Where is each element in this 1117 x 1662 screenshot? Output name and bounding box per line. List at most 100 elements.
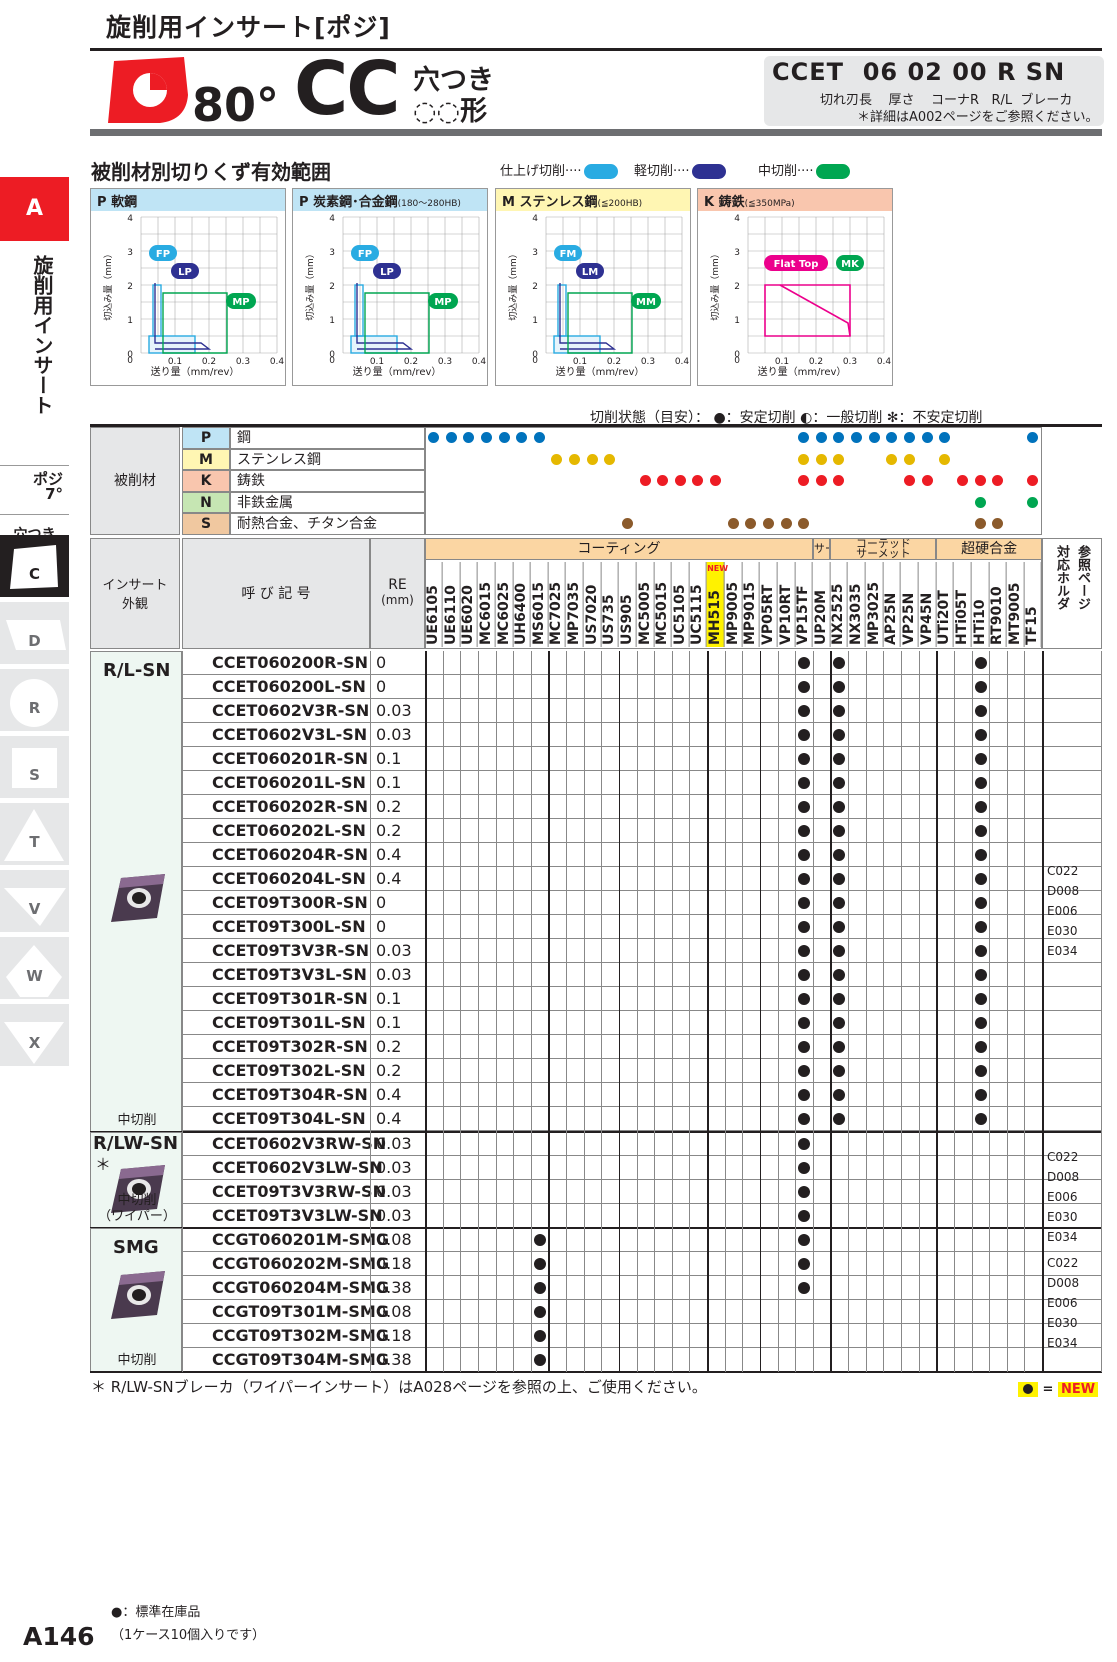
insert-designation[interactable]: CCET09T302R-SN bbox=[212, 1037, 368, 1057]
cutting-state-mark bbox=[815, 453, 827, 465]
shape-tab-x[interactable]: X bbox=[0, 1004, 69, 1068]
holder-ref-page[interactable]: E030 bbox=[1047, 1315, 1078, 1330]
cutting-state-mark bbox=[992, 518, 1004, 529]
insert-designation[interactable]: CCET0602V3LW-SN bbox=[212, 1157, 383, 1177]
insert-designation[interactable]: CCET09T300R-SN bbox=[212, 893, 368, 912]
stock-dot bbox=[833, 824, 846, 837]
svg-text:4: 4 bbox=[532, 214, 538, 224]
holder-ref-page[interactable]: C022 bbox=[1047, 863, 1079, 878]
cutting-state-mark bbox=[1027, 475, 1039, 486]
re-header: RE (mm) bbox=[370, 537, 425, 649]
insert-designation[interactable]: CCGT09T304M-SMG bbox=[212, 1349, 389, 1369]
svg-text:FP: FP bbox=[358, 249, 372, 260]
stock-dot bbox=[833, 945, 846, 958]
shape-tab-r[interactable]: R bbox=[0, 669, 69, 733]
holder-ref-page[interactable]: E030 bbox=[1047, 1209, 1078, 1224]
insert-designation[interactable]: CCET09T302L-SN bbox=[212, 1061, 366, 1081]
stock-dot bbox=[974, 1017, 987, 1030]
group-rule bbox=[90, 1371, 1102, 1373]
holder-ref-page[interactable]: E034 bbox=[1047, 1229, 1078, 1244]
holder-ref-page[interactable]: E034 bbox=[1047, 943, 1078, 958]
insert-designation[interactable]: CCET060202R-SN bbox=[212, 796, 368, 816]
insert-designation[interactable]: CCET09T3V3RW-SN bbox=[212, 1181, 386, 1201]
insert-designation[interactable]: CCET09T304L-SN bbox=[212, 1109, 366, 1129]
grade-mp3025: MP3025 bbox=[865, 561, 884, 647]
stock-dot bbox=[833, 848, 846, 861]
insert-designation[interactable]: CCET060200R-SN bbox=[212, 652, 368, 672]
stock-note: ●：標準在庫品 bbox=[111, 1605, 201, 1620]
chip-chart-header: K 鋳鉄(≦350MPa) bbox=[698, 189, 892, 211]
table-row bbox=[182, 747, 1102, 771]
grid-vline bbox=[654, 650, 656, 1372]
insert-designation[interactable]: CCET060200L-SN bbox=[212, 676, 366, 696]
shape-tab-w[interactable]: W bbox=[0, 937, 69, 1001]
corner-radius: 0.08 bbox=[376, 1229, 412, 1249]
chip-chart-3: K 鋳鉄(≦350MPa) 0 1 2 3 4 0.1 0.2 0.3 0.4 0 送り量（mm/re… bbox=[697, 188, 893, 386]
section-tab-a[interactable]: A bbox=[0, 177, 69, 241]
insert-designation[interactable]: CCGT09T301M-SMG bbox=[212, 1301, 389, 1321]
svg-text:0.4: 0.4 bbox=[675, 357, 690, 367]
holder-ref-page[interactable]: D008 bbox=[1047, 1275, 1080, 1290]
chip-chart-header: M ステンレス鋼(≦200HB) bbox=[496, 189, 690, 211]
insert-group-1: R/LW-SN ＊ 中切削 （ワイパー） bbox=[90, 1131, 182, 1228]
insert-designation[interactable]: CCET09T301L-SN bbox=[212, 1013, 366, 1033]
holder-ref-page[interactable]: D008 bbox=[1047, 1169, 1080, 1184]
insert-designation[interactable]: CCET060204L-SN bbox=[212, 868, 366, 888]
insert-designation[interactable]: CCET09T304R-SN bbox=[212, 1085, 368, 1105]
material-name: 鋼 bbox=[230, 427, 425, 449]
holder-ref-page[interactable]: C022 bbox=[1047, 1255, 1079, 1270]
cutting-state-mark bbox=[463, 432, 475, 443]
insert-designation[interactable]: CCET0602V3L-SN bbox=[212, 724, 368, 744]
holder-ref-page[interactable]: E030 bbox=[1047, 923, 1078, 938]
cutting-state-mark bbox=[992, 475, 1004, 486]
shape-tab-d[interactable]: D bbox=[0, 602, 69, 666]
shape-tab-s[interactable]: S bbox=[0, 736, 69, 800]
shape-tab-c[interactable]: C bbox=[0, 535, 69, 599]
new-label: NEW bbox=[707, 563, 729, 573]
stock-dot bbox=[974, 704, 987, 717]
stock-dot bbox=[798, 1281, 811, 1294]
insert-designation[interactable]: CCET060204R-SN bbox=[212, 844, 368, 864]
shape-tab-v[interactable]: V bbox=[0, 870, 69, 934]
insert-designation[interactable]: CCET060201L-SN bbox=[212, 772, 366, 792]
insert-designation[interactable]: CCET0602V3R-SN bbox=[212, 700, 370, 720]
holder-ref-page[interactable]: D008 bbox=[1047, 883, 1080, 898]
insert-designation[interactable]: CCET060201R-SN bbox=[212, 748, 368, 768]
insert-designation[interactable]: CCET09T300L-SN bbox=[212, 917, 366, 937]
shape-tab-t[interactable]: T bbox=[0, 803, 69, 867]
svg-text:切込み量（mm）: 切込み量（mm） bbox=[305, 249, 316, 321]
holder-ref-page[interactable]: E006 bbox=[1047, 1295, 1078, 1310]
svg-text:2: 2 bbox=[734, 282, 740, 292]
insert-designation[interactable]: CCET09T301R-SN bbox=[212, 989, 368, 1009]
insert-designation[interactable]: CCGT060204M-SMG bbox=[212, 1277, 390, 1297]
cutting-state-mark bbox=[674, 475, 686, 486]
application-label: 中切削 bbox=[117, 1112, 157, 1128]
table-row bbox=[182, 1228, 1102, 1252]
holder-ref-page[interactable]: E034 bbox=[1047, 1335, 1078, 1350]
insert-designation[interactable]: CCET09T3V3L-SN bbox=[212, 965, 367, 985]
material-code-N: N bbox=[182, 491, 230, 513]
svg-text:1: 1 bbox=[127, 316, 133, 326]
holder-refs: C022 D008 E006 E030 E034 bbox=[1047, 861, 1079, 961]
holder-ref-page[interactable]: E006 bbox=[1047, 1189, 1078, 1204]
grade-vp25n: VP25N bbox=[901, 561, 919, 647]
insert-designation[interactable]: CCET09T3V3R-SN bbox=[212, 941, 370, 961]
holder-ref-page[interactable]: C022 bbox=[1047, 1149, 1079, 1164]
insert-image bbox=[111, 1164, 165, 1213]
grade-us7020: US7020 bbox=[583, 561, 602, 647]
stock-dot bbox=[833, 1113, 846, 1126]
grid-vline bbox=[1006, 650, 1008, 1372]
chip-chart-0: P 軟鋼 0 1 2 3 4 0.1 0.2 0.3 0.4 0 送り量（mm/rev） 切込み量（mm… bbox=[90, 188, 286, 386]
svg-text:0.2: 0.2 bbox=[404, 357, 418, 367]
grid-vline bbox=[477, 650, 479, 1372]
grid-vline bbox=[1042, 650, 1044, 1372]
insert-designation[interactable]: CCGT060201M-SMG bbox=[212, 1229, 390, 1249]
insert-designation[interactable]: CCGT09T302M-SMG bbox=[212, 1325, 389, 1345]
insert-designation[interactable]: CCET0602V3RW-SN bbox=[212, 1133, 387, 1153]
stock-dot bbox=[974, 897, 987, 909]
grid-vline bbox=[724, 650, 726, 1372]
insert-designation[interactable]: CCGT060202M-SMG bbox=[212, 1253, 390, 1273]
insert-designation[interactable]: CCET060202L-SN bbox=[212, 820, 366, 840]
holder-ref-page[interactable]: E006 bbox=[1047, 903, 1078, 918]
insert-designation[interactable]: CCET09T3V3LW-SN bbox=[212, 1205, 383, 1225]
